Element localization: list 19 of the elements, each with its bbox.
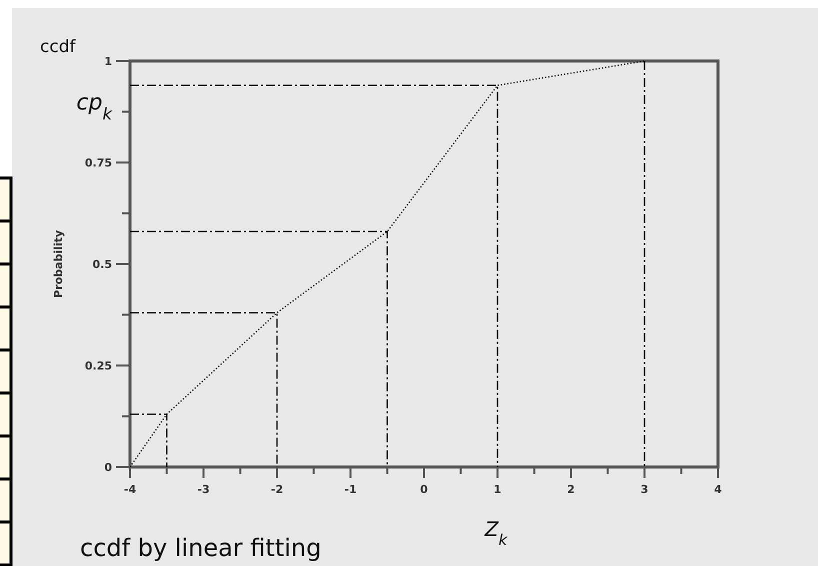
y-tick-label: 1: [104, 54, 112, 68]
y-tick-label: 0.5: [92, 258, 112, 271]
x-axis-title: Z$_{k}$: [484, 517, 509, 549]
x-tick-label: -3: [197, 483, 210, 496]
annotation: cp$_{k}$: [76, 90, 114, 123]
y-tick-label: 0.25: [84, 359, 112, 372]
x-tick-label: 0: [420, 483, 428, 496]
y-tick-label: 0.75: [84, 156, 112, 170]
text: ccdf by linear fitting: [80, 534, 322, 562]
x-tick-label: 4: [714, 483, 722, 496]
x-tick-label: 2: [567, 483, 575, 496]
x-tick-label: -4: [124, 483, 136, 496]
y-axis-title: Probability: [52, 230, 65, 298]
x-tick-label: 3: [640, 483, 648, 496]
y-tick-label: 0: [104, 460, 112, 474]
x-tick-label: -1: [344, 483, 357, 496]
x-tick-label: 1: [494, 483, 502, 496]
text: ccdf: [40, 37, 76, 57]
x-tick-label: -2: [270, 483, 284, 496]
